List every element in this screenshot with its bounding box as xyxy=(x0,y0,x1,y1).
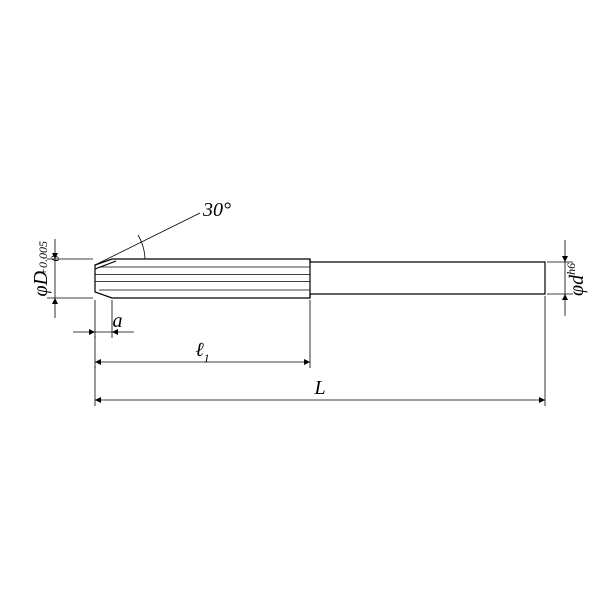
label-a: a xyxy=(113,310,123,332)
label-L: L xyxy=(313,377,325,399)
label-angle: 30° xyxy=(202,199,231,221)
label-D-tol-lo: 0 xyxy=(48,256,62,262)
label-d: φdh6 xyxy=(564,263,588,296)
technical-drawing: 30°φD+0.0050φdh6aℓ1L xyxy=(0,0,600,600)
reamer-outline xyxy=(95,259,545,298)
label-l1: ℓ1 xyxy=(195,339,209,365)
angle-line xyxy=(95,213,200,265)
angle-arc xyxy=(138,235,145,259)
chamfer-edge-2 xyxy=(95,261,116,269)
